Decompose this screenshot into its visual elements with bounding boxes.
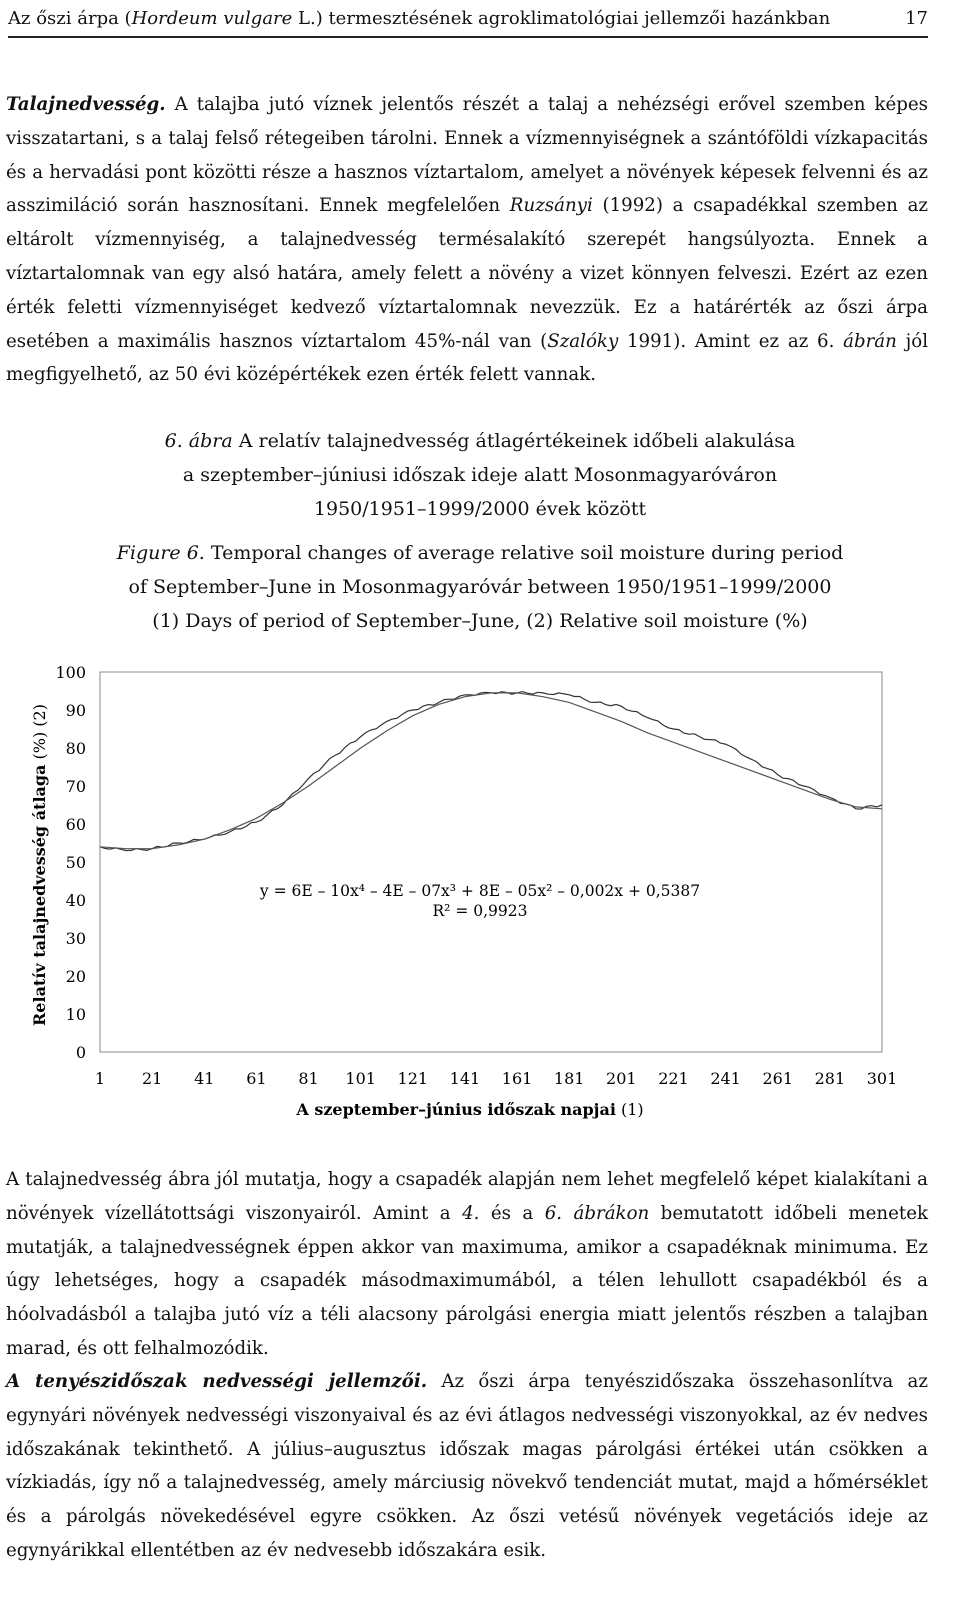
citation: Szalóky bbox=[547, 330, 619, 352]
citation: Ruzsányi bbox=[509, 195, 593, 217]
r-squared-label: R² = 0,9923 bbox=[433, 902, 528, 920]
x-tick-label: 61 bbox=[246, 1069, 266, 1088]
paragraph-lead: Talajnedvesség. bbox=[6, 94, 166, 115]
figure-caption-hungarian: 6. ábra A relatív talajnedvesség átlagér… bbox=[164, 430, 796, 520]
x-tick-label: 41 bbox=[194, 1069, 214, 1088]
y-tick-label: 70 bbox=[66, 777, 86, 796]
x-tick-label: 201 bbox=[606, 1069, 637, 1088]
x-tick-label: 161 bbox=[502, 1069, 533, 1088]
paragraph-growing-season: A tenyészidőszak nedvességi jellemzői. A… bbox=[6, 1371, 928, 1561]
figure-label: 6. ábra bbox=[164, 430, 233, 452]
paragraph-lead: A tenyészidőszak nedvességi jellemzői. bbox=[6, 1371, 428, 1392]
x-tick-label: 261 bbox=[762, 1069, 793, 1088]
y-axis-ticks: 0 10 20 30 40 50 60 70 80 90 100 bbox=[55, 663, 86, 1062]
paragraph-discussion: A talajnedvesség ábra jól mutatja, hogy … bbox=[6, 1169, 929, 1359]
figure-reference: 4. bbox=[462, 1202, 480, 1224]
y-tick-label: 90 bbox=[66, 701, 86, 720]
y-tick-label: 20 bbox=[66, 967, 86, 986]
y-tick-label: 10 bbox=[66, 1005, 86, 1024]
plot-area bbox=[99, 671, 883, 1053]
header-title: Az őszi árpa (Hordeum vulgare L.) termes… bbox=[8, 8, 831, 29]
x-axis-ticks: 1 21 41 61 81 101 121 141 161 181 201 221 241 261 281 3… bbox=[95, 1069, 897, 1088]
x-tick-label: 241 bbox=[710, 1069, 741, 1088]
figure-reference: 6. ábrákon bbox=[544, 1202, 650, 1224]
x-tick-label: 301 bbox=[867, 1069, 898, 1088]
running-header: Az őszi árpa (Hordeum vulgare L.) termes… bbox=[8, 6, 928, 38]
figure-reference: ábrán bbox=[843, 330, 897, 352]
y-tick-label: 40 bbox=[66, 891, 86, 910]
x-tick-label: 21 bbox=[142, 1069, 162, 1088]
y-tick-label: 100 bbox=[55, 663, 86, 682]
x-tick-label: 121 bbox=[398, 1069, 429, 1088]
x-tick-label: 181 bbox=[554, 1069, 585, 1088]
y-tick-label: 50 bbox=[66, 853, 86, 872]
series-trend-line bbox=[99, 692, 883, 850]
x-tick-label: 221 bbox=[658, 1069, 689, 1088]
x-tick-label: 81 bbox=[298, 1069, 318, 1088]
x-axis-label: A szeptember–június időszak napjai (1) bbox=[295, 1100, 643, 1119]
y-tick-label: 80 bbox=[66, 739, 86, 758]
soil-moisture-chart: 0 10 20 30 40 50 60 70 80 90 100 1 21 41 61 81 101 121 14… bbox=[0, 650, 960, 1130]
y-axis-label: Relatív talajnedvesség átlaga (%) (2) bbox=[30, 704, 49, 1026]
figure-caption-english: Figure 6. Temporal changes of average re… bbox=[116, 542, 844, 632]
x-tick-label: 101 bbox=[345, 1069, 376, 1088]
y-tick-label: 60 bbox=[66, 815, 86, 834]
x-tick-label: 1 bbox=[95, 1069, 105, 1088]
trendline-equation: y = 6E – 10x⁴ – 4E – 07x³ + 8E – 05x² – … bbox=[259, 882, 700, 900]
page-number: 17 bbox=[905, 8, 928, 29]
y-tick-label: 0 bbox=[76, 1043, 86, 1062]
series-observed-line bbox=[99, 690, 883, 852]
figure-label: Figure 6. bbox=[116, 542, 205, 564]
paragraph-soil-moisture: Talajnedvesség. A talajba jutó víznek je… bbox=[6, 94, 929, 386]
y-tick-label: 30 bbox=[66, 929, 86, 948]
x-tick-label: 281 bbox=[815, 1069, 846, 1088]
x-tick-label: 141 bbox=[450, 1069, 481, 1088]
